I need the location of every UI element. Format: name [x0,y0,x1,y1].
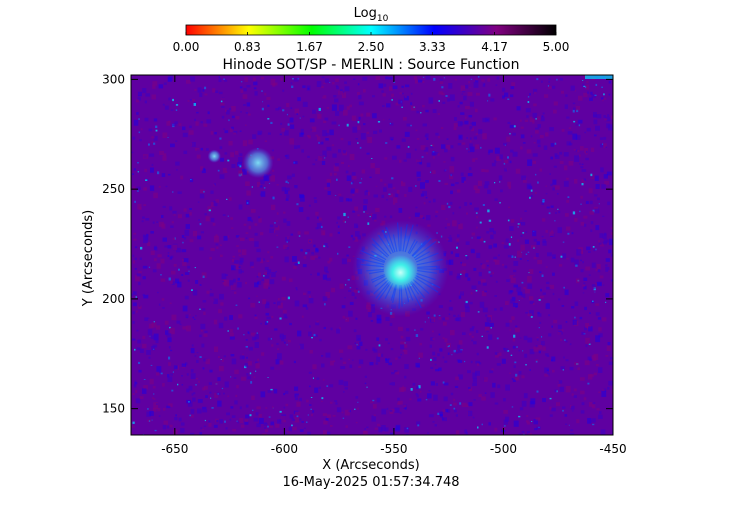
x-tick-label: -450 [599,442,626,456]
colorbar-title-subscript: 10 [377,14,389,24]
plot-area: -650 -600 -550 -500 -450 150 200 250 300 [102,72,627,456]
colorbar-ticks: 0.00 0.83 1.67 2.50 3.33 4.17 5.00 [173,32,570,54]
x-tick-label: -600 [271,442,298,456]
colorbar-tick-label: 0.00 [173,40,200,54]
timestamp: 16-May-2025 01:57:34.748 [282,475,459,490]
x-tick-label: -650 [161,442,188,456]
x-axis: -650 -600 -550 -500 -450 [161,75,627,456]
y-tick-label: 150 [102,402,125,416]
plot-frame [130,74,614,436]
colorbar-tick-label: 0.83 [234,40,261,54]
colorbar-title-base: Log [354,6,377,21]
colorbar-tick-label: 3.33 [419,40,446,54]
granulation-texture [131,75,613,435]
solar-features [207,147,449,317]
colorbar-tick-label: 5.00 [543,40,570,54]
y-axis-label: Y (Arcseconds) [81,210,96,307]
colorbar-tick-label: 1.67 [296,40,323,54]
colorbar-title: Log10 [354,6,389,24]
y-axis: 150 200 250 300 [102,72,613,416]
pore-mark [207,149,221,163]
x-axis-label: X (Arcseconds) [322,458,419,473]
colorbar: Log10 0.00 0.83 1.67 2.50 3.33 4.17 5.00 [173,6,570,54]
y-tick-label: 300 [102,72,125,86]
x-tick-label: -500 [490,442,517,456]
colorbar-tick-label: 4.17 [481,40,508,54]
x-tick-label: -550 [380,442,407,456]
colorbar-tick-label: 2.50 [358,40,385,54]
y-tick-label: 200 [102,292,125,306]
pore-mark [242,147,274,179]
sunspot-umbra-mark [383,255,418,291]
chart-title: Hinode SOT/SP - MERLIN : Source Function [222,57,519,73]
y-tick-label: 250 [102,182,125,196]
